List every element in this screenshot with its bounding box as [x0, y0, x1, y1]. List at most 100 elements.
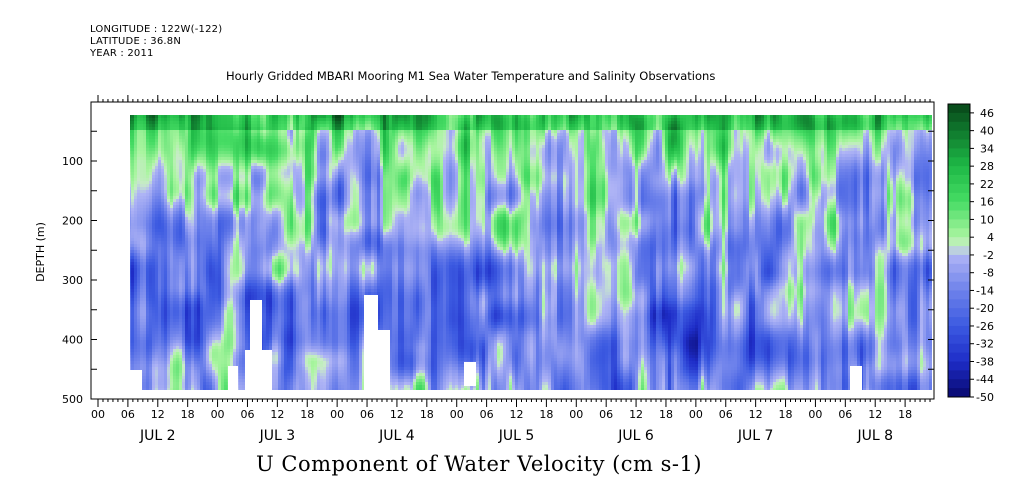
field-cell: [224, 181, 227, 184]
field-cell: [239, 340, 242, 343]
field-cell: [191, 361, 194, 364]
field-cell: [158, 166, 161, 169]
field-cell: [275, 229, 278, 232]
field-cell: [257, 118, 260, 121]
field-cell: [197, 253, 200, 256]
field-cell: [266, 307, 269, 310]
field-cell: [176, 328, 179, 331]
field-cell: [206, 295, 209, 298]
field-cell: [278, 235, 281, 238]
field-cell: [140, 364, 143, 367]
field-cell: [143, 385, 146, 388]
field-cell: [230, 157, 233, 160]
field-cell: [257, 175, 260, 178]
field-cell: [191, 247, 194, 250]
field-cell: [170, 133, 173, 136]
field-cell: [203, 334, 206, 337]
field-cell: [146, 307, 149, 310]
field-cell: [152, 139, 155, 142]
field-cell: [170, 205, 173, 208]
field-cell: [224, 226, 227, 229]
field-cell: [131, 118, 134, 121]
field-cell: [173, 364, 176, 367]
field-cell: [209, 337, 212, 340]
field-cell: [221, 226, 224, 229]
field-cell: [173, 208, 176, 211]
field-cell: [158, 181, 161, 184]
field-cell: [152, 115, 155, 118]
field-cell: [215, 337, 218, 340]
field-cell: [254, 124, 257, 127]
field-cell: [155, 190, 158, 193]
field-cell: [221, 382, 224, 385]
field-cell: [167, 310, 170, 313]
field-cell: [227, 217, 230, 220]
field-cell: [176, 157, 179, 160]
field-cell: [146, 169, 149, 172]
field-cell: [278, 349, 281, 352]
field-cell: [164, 115, 167, 118]
field-cell: [197, 259, 200, 262]
field-cell: [164, 292, 167, 295]
field-cell: [266, 211, 269, 214]
field-cell: [263, 193, 266, 196]
field-cell: [185, 322, 188, 325]
field-cell: [263, 199, 266, 202]
field-cell: [158, 265, 161, 268]
field-cell: [266, 280, 269, 283]
field-cell: [134, 340, 137, 343]
field-cell: [287, 340, 290, 343]
field-cell: [173, 310, 176, 313]
field-cell: [173, 217, 176, 220]
field-cell: [206, 298, 209, 301]
field-cell: [224, 121, 227, 124]
field-cell: [218, 316, 221, 319]
field-cell: [269, 307, 272, 310]
field-cell: [224, 175, 227, 178]
longitude-label: LONGITUDE : 122W(-122): [90, 24, 222, 35]
field-cell: [185, 139, 188, 142]
field-cell: [278, 220, 281, 223]
field-cell: [146, 214, 149, 217]
field-cell: [155, 331, 158, 334]
field-cell: [227, 331, 230, 334]
field-cell: [224, 361, 227, 364]
field-cell: [284, 247, 287, 250]
field-cell: [284, 244, 287, 247]
field-cell: [158, 385, 161, 388]
field-cell: [203, 343, 206, 346]
field-cell: [179, 268, 182, 271]
field-cell: [161, 208, 164, 211]
field-cell: [173, 385, 176, 388]
field-cell: [161, 148, 164, 151]
field-cell: [209, 262, 212, 265]
field-cell: [164, 253, 167, 256]
field-cell: [200, 274, 203, 277]
field-cell: [143, 127, 146, 130]
field-cell: [206, 319, 209, 322]
field-cell: [146, 154, 149, 157]
field-cell: [281, 238, 284, 241]
field-cell: [278, 322, 281, 325]
field-cell: [155, 244, 158, 247]
field-cell: [200, 343, 203, 346]
velocity-field: [92, 102, 933, 398]
field-cell: [140, 244, 143, 247]
field-cell: [272, 274, 275, 277]
field-cell: [269, 154, 272, 157]
field-cell: [143, 352, 146, 355]
field-cell: [206, 127, 209, 130]
field-cell: [167, 169, 170, 172]
field-cell: [230, 235, 233, 238]
field-cell: [143, 163, 146, 166]
field-cell: [260, 220, 263, 223]
field-cell: [173, 115, 176, 118]
field-cell: [212, 157, 215, 160]
field-cell: [161, 367, 164, 370]
field-cell: [185, 277, 188, 280]
field-cell: [212, 169, 215, 172]
field-cell: [203, 340, 206, 343]
field-cell: [134, 166, 137, 169]
field-cell: [260, 166, 263, 169]
field-cell: [206, 247, 209, 250]
